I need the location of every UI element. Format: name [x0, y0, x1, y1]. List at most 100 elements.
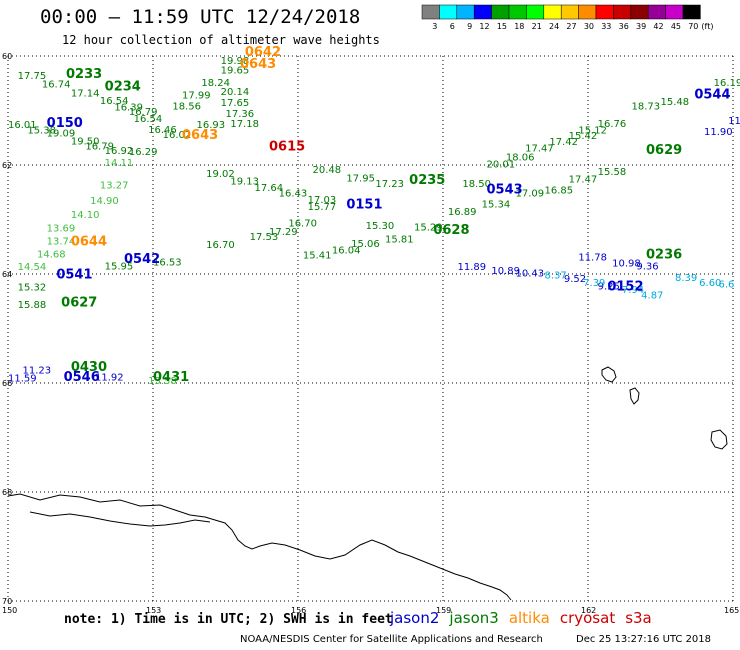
- scale-label: 45: [671, 22, 681, 31]
- swh-value: 16.53: [153, 257, 182, 268]
- island-1: [601, 366, 617, 383]
- swh-value: 15.58: [598, 167, 627, 178]
- swh-value: 15.77: [308, 202, 337, 213]
- swh-value: 6.60: [699, 278, 721, 289]
- scale-label: 33: [601, 22, 611, 31]
- scale-label: 70: [688, 22, 698, 31]
- swh-value: 16.85: [545, 185, 574, 196]
- swh-value: 19.09: [47, 129, 76, 140]
- swh-value: 15.48: [661, 97, 690, 108]
- swh-value: 19.50: [71, 136, 100, 147]
- swh-value: 15.88: [18, 300, 47, 311]
- page-title: 00:00 – 11:59 UTC 12/24/2018: [40, 6, 361, 28]
- swh-value: 11.78: [578, 252, 607, 263]
- swh-value: 20.01: [487, 160, 516, 171]
- swh-value: 15.38: [27, 125, 56, 136]
- swh-value: 16.29: [129, 147, 158, 158]
- swh-value: 17.09: [516, 189, 545, 200]
- swh-value: 14.68: [37, 250, 66, 261]
- swh-value: 11.90: [704, 127, 733, 138]
- swh-value: 18.56: [172, 101, 201, 112]
- swh-value: 16.89: [448, 207, 477, 218]
- scale-swatch: [508, 4, 527, 20]
- swh-value: 14.54: [18, 262, 47, 273]
- swh-value: 16.92: [105, 146, 134, 157]
- swh-value: 17.14: [71, 88, 100, 99]
- pass-time-label: 0542: [124, 252, 160, 267]
- swh-value: 15.30: [366, 221, 395, 232]
- scale-swatch: [473, 4, 492, 20]
- graticule: [7, 55, 734, 602]
- swh-value: 15.42: [569, 131, 598, 142]
- scale-label: 39: [636, 22, 646, 31]
- scale-label: 6: [450, 22, 455, 31]
- swh-value: 13.58: [148, 376, 177, 387]
- coastline: [7, 366, 728, 601]
- satellite-jason3: jason3: [449, 609, 499, 627]
- swh-value: 17.95: [346, 173, 375, 184]
- scale-label: 9: [467, 22, 472, 31]
- swh-value: 19.65: [221, 65, 250, 76]
- pass-time-label: 0628: [433, 223, 469, 238]
- scale-label: 21: [532, 22, 542, 31]
- credit-line: NOAA/NESDIS Center for Satellite Applica…: [240, 634, 711, 645]
- swh-value: 17.53: [250, 232, 279, 243]
- swh-value: 17.65: [221, 98, 250, 109]
- swh-value: 16.79: [85, 142, 114, 153]
- swh-value: 11.59: [8, 373, 37, 384]
- swh-value: 6.6: [719, 280, 735, 291]
- swh-value: 17.75: [18, 71, 47, 82]
- pass-time-label: 0627: [61, 296, 97, 311]
- swh-value: 17.36: [226, 109, 255, 120]
- swh-value: 18.50: [462, 179, 491, 190]
- swh-value: 17.99: [182, 91, 211, 102]
- swh-value: 16.79: [129, 107, 158, 118]
- swh-value: 18.06: [506, 153, 535, 164]
- altimeter-labels: 17.7516.7417.1416.5416.3916.7916.5416.46…: [8, 45, 740, 387]
- coastline-inner-path: [29, 511, 211, 527]
- pass-time-label: 0642: [245, 45, 281, 60]
- scale-swatch: [421, 4, 440, 20]
- pass-time-label: 0233: [66, 67, 102, 82]
- swh-value: 15.06: [351, 239, 380, 250]
- swh-value: 11.7: [728, 116, 740, 127]
- satellite-cryosat: cryosat: [559, 609, 616, 627]
- swh-value: 19.13: [230, 177, 259, 188]
- scale-swatch: [578, 4, 597, 20]
- swh-value: 13.69: [47, 223, 76, 234]
- swh-value: 18.24: [201, 78, 230, 89]
- swh-value: 16.93: [197, 120, 226, 131]
- scale-swatch: [439, 4, 458, 20]
- scale-unit: (ft): [701, 22, 713, 31]
- swh-value: 17.03: [308, 195, 337, 206]
- scale-swatch: [543, 4, 562, 20]
- swh-value: 20.14: [221, 87, 250, 98]
- footnote: note: 1) Time is in UTC; 2) SWH is in fe…: [64, 612, 393, 627]
- credit-text: NOAA/NESDIS Center for Satellite Applica…: [240, 634, 543, 645]
- lon-label: 150: [2, 606, 17, 615]
- swh-value: 16.46: [148, 125, 177, 136]
- swh-value: 16.70: [288, 219, 317, 230]
- swh-value: 14.10: [71, 210, 100, 221]
- swh-value: 7.94: [622, 285, 644, 296]
- swh-value: 11.92: [95, 372, 124, 383]
- swh-value: 13.27: [100, 180, 129, 191]
- swh-value: 11.89: [458, 262, 487, 273]
- swh-value: 15.81: [385, 234, 414, 245]
- scale-label: 42: [653, 22, 663, 31]
- pass-time-label: 0541: [56, 267, 92, 282]
- scale-label: 3: [432, 22, 437, 31]
- pass-time-label: 0151: [346, 198, 382, 213]
- pass-time-label: 0235: [409, 173, 445, 188]
- swh-value: 20.48: [313, 165, 342, 176]
- scale-swatch: [682, 4, 701, 20]
- swh-value: 15.41: [303, 251, 332, 262]
- swh-value: 9.52: [564, 274, 586, 285]
- scale-swatch: [456, 4, 475, 20]
- lat-label: 70: [2, 597, 12, 606]
- swh-value: 9.25: [598, 281, 620, 292]
- swh-value: 4.87: [641, 291, 663, 302]
- swh-value: 19.98: [221, 56, 250, 67]
- pass-time-label: 0629: [646, 143, 682, 158]
